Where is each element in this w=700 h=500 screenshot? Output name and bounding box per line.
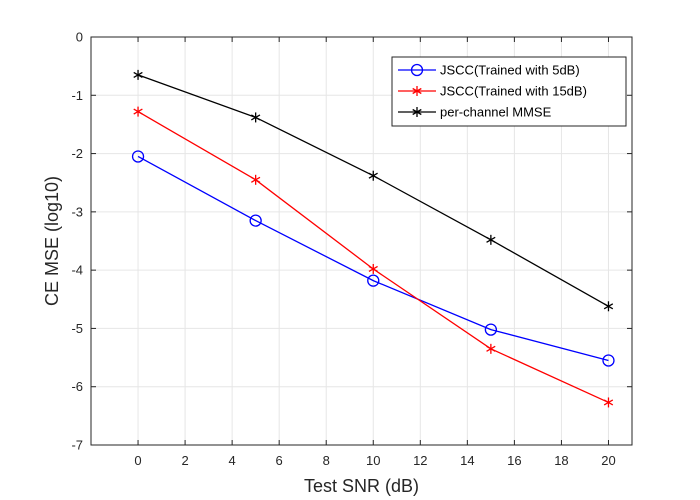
data-point (486, 343, 496, 354)
legend-swatch-marker (410, 63, 424, 77)
data-point (484, 323, 498, 336)
legend-swatch-marker (412, 86, 422, 96)
data-point (486, 234, 496, 245)
marker-stroke (486, 345, 496, 352)
x-tick-label: 0 (134, 453, 141, 468)
x-tick-label: 14 (460, 453, 474, 468)
x-tick-label: 2 (181, 453, 188, 468)
data-point (250, 174, 261, 185)
legend-entry: per-channel MMSE (398, 105, 552, 120)
series-per-channel-mmse (133, 69, 614, 312)
x-tick-label: 8 (323, 453, 330, 468)
data-point (602, 354, 615, 367)
data-point (250, 112, 261, 123)
data-point (131, 150, 145, 163)
x-tick-label: 12 (413, 453, 427, 468)
y-tick-label: -6 (71, 379, 83, 394)
data-point (368, 170, 378, 181)
plot-frame (90, 36, 633, 446)
series-jscc-trained-with-5db (131, 150, 615, 367)
marker-stroke (412, 87, 422, 95)
legend-entry: JSCC(Trained with 15dB) (398, 84, 587, 99)
y-tick-label: -4 (71, 263, 83, 278)
marker-stroke (412, 108, 422, 116)
marker-stroke (250, 176, 261, 183)
data-point (603, 397, 614, 408)
y-tick-label: -1 (71, 88, 83, 103)
legend-label: JSCC(Trained with 5dB) (440, 63, 580, 78)
data-point (133, 106, 143, 117)
ticks: 0 2 4 6 8 10 12 14 16 18 20 0 -1 -2 -3 -4 -5 -6 -7 (71, 30, 632, 468)
legend-swatch-marker (412, 107, 422, 117)
marker-stroke (368, 265, 378, 273)
marker-stroke (603, 399, 614, 406)
marker-stroke (250, 114, 261, 121)
legend-label: JSCC(Trained with 15dB) (440, 84, 587, 99)
series-jscc-trained-with-15db (133, 106, 614, 408)
x-tick-label: 16 (507, 453, 521, 468)
legend-label: per-channel MMSE (440, 105, 552, 120)
y-tick-label: -3 (71, 204, 83, 219)
y-axis-title: CE MSE (log10) (42, 176, 62, 306)
legend: JSCC(Trained with 5dB) JSCC(Trained with … (391, 56, 627, 127)
y-tick-label: -2 (71, 146, 83, 161)
series-line (137, 155, 609, 362)
data-point (133, 69, 143, 80)
y-tick-label: -7 (71, 438, 83, 453)
x-tick-label: 4 (229, 453, 236, 468)
marker-stroke (133, 108, 143, 115)
x-axis-title: Test SNR (dB) (304, 476, 419, 496)
marker-stroke (603, 303, 614, 310)
marker-stroke (368, 172, 378, 179)
data-point (367, 274, 380, 287)
data-point (368, 263, 378, 274)
data-point (603, 301, 614, 312)
series-group (131, 69, 615, 408)
y-tick-label: -5 (71, 321, 83, 336)
x-tick-label: 6 (276, 453, 283, 468)
x-tick-label: 18 (554, 453, 568, 468)
data-point (249, 214, 262, 227)
marker-stroke (133, 71, 143, 78)
marker-stroke (486, 236, 496, 243)
y-tick-label: 0 (76, 30, 83, 45)
legend-entry: JSCC(Trained with 5dB) (398, 63, 580, 78)
x-tick-label: 10 (366, 453, 380, 468)
x-tick-label: 20 (601, 453, 615, 468)
